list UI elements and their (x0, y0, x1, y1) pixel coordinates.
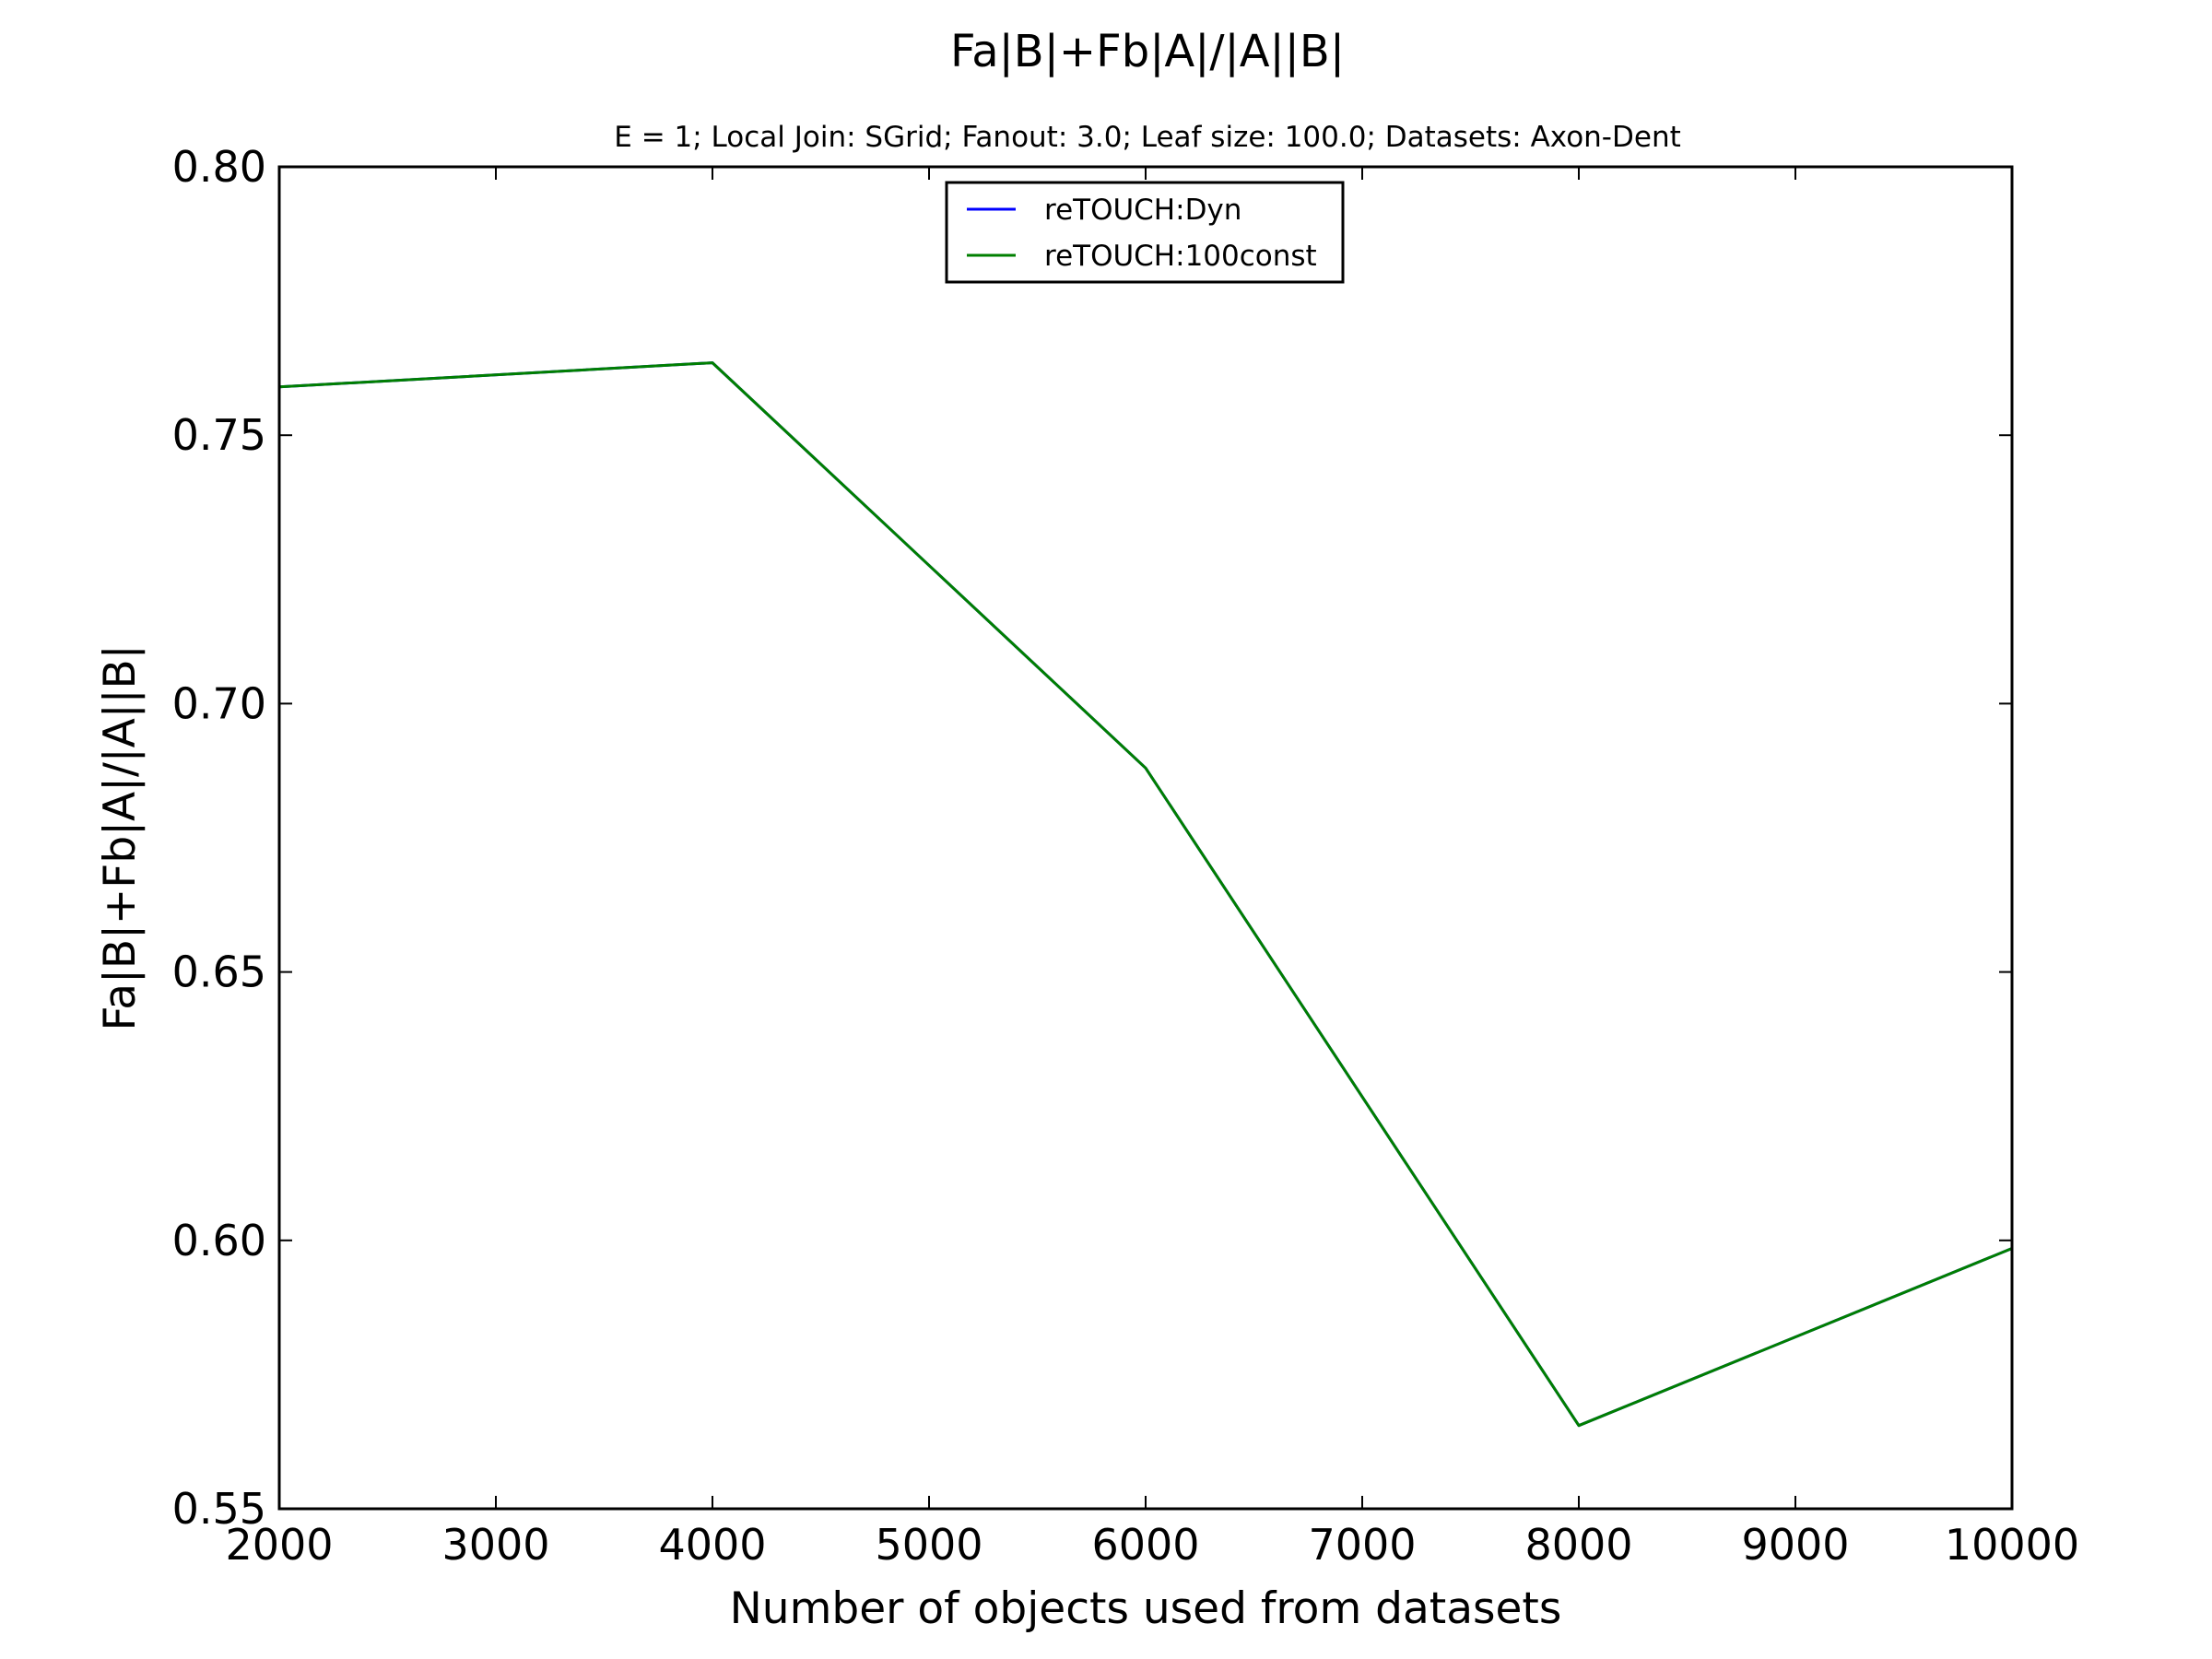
series-layer (278, 361, 2013, 1428)
legend: reTOUCH:Dyn reTOUCH:100const (945, 181, 1345, 284)
x-tick-label: 5000 (875, 1520, 982, 1570)
legend-label-retouch-dyn: reTOUCH:Dyn (1044, 194, 1241, 227)
x-tick-label: 3000 (441, 1520, 549, 1570)
y-tick-label: 0.60 (172, 1216, 266, 1265)
tick-layer: 2000 3000 4000 5000 6000 7000 8000 9000 10000 0.5… (172, 142, 2080, 1570)
y-tick-label: 0.55 (172, 1484, 266, 1534)
plot-area (279, 167, 2012, 1509)
x-tick-label: 4000 (658, 1520, 766, 1570)
chart-title: Fa|B|+Fb|A|/|A||B| (950, 26, 1345, 77)
legend-box (945, 181, 1345, 284)
x-tick-label: 9000 (1741, 1520, 1849, 1570)
chart-subtitle: E = 1; Local Join: SGrid; Fanout: 3.0; L… (614, 121, 1681, 154)
y-tick-label: 0.70 (172, 678, 266, 728)
x-axis-label: Number of objects used from datasets (730, 1583, 1562, 1634)
x-tick-label: 8000 (1524, 1520, 1632, 1570)
series-line-retouch-100const (278, 361, 2013, 1428)
legend-label-retouch-100const: reTOUCH:100const (1044, 240, 1317, 273)
x-tick-label: 2000 (225, 1520, 333, 1570)
x-tick-label: 10000 (1945, 1520, 2079, 1570)
plot-frame (277, 165, 2014, 1511)
y-tick-label: 0.75 (172, 410, 266, 460)
y-axis-label: Fa|B|+Fb|A|/|A||B| (95, 644, 146, 1030)
x-tick-label: 6000 (1091, 1520, 1199, 1570)
y-tick-label: 0.65 (172, 947, 266, 997)
x-tick-label: 7000 (1308, 1520, 1416, 1570)
y-tick-label: 0.80 (172, 142, 266, 192)
